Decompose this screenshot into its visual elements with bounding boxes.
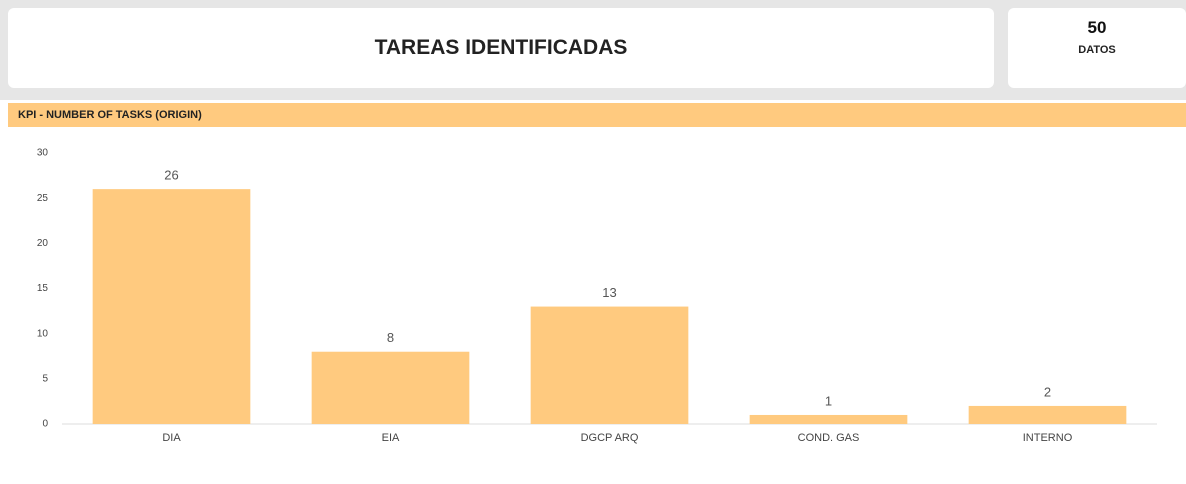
y-tick-label: 20 [37, 238, 49, 249]
x-tick-label: DIA [162, 432, 181, 444]
x-tick-label: DGCP ARQ [581, 432, 639, 444]
value-label: 8 [387, 330, 394, 345]
bar [968, 405, 1127, 424]
title-card: TAREAS IDENTIFICADAS [8, 8, 994, 88]
bar [311, 351, 470, 424]
value-label: 13 [602, 285, 616, 300]
chart: 0 5 10 15 20 25 30 DIA 26 EIA 8 DGCP ARQ 13 COND. GAS… [37, 148, 1157, 444]
y-tick-label: 25 [37, 193, 49, 204]
y-tick-label: 10 [37, 328, 49, 339]
chart-title: KPI - NUMBER OF TASKS (ORIGIN) [8, 103, 1186, 127]
value-label: 2 [1044, 384, 1051, 399]
kpi-card: 50 DATOS [1008, 8, 1186, 88]
x-tick-label: INTERNO [1023, 432, 1073, 444]
kpi-label: DATOS [1078, 44, 1116, 56]
kpi-value: 50 [1087, 18, 1107, 37]
bar [92, 189, 251, 424]
bar [749, 414, 908, 424]
bar [530, 306, 689, 424]
x-tick-label: EIA [382, 432, 400, 444]
value-label: 1 [825, 393, 832, 408]
y-tick-label: 15 [37, 283, 49, 294]
y-tick-label: 30 [37, 148, 49, 159]
x-tick-label: COND. GAS [798, 432, 860, 444]
y-tick-label: 0 [42, 419, 48, 430]
value-label: 26 [164, 168, 178, 183]
page-title: TAREAS IDENTIFICADAS [374, 36, 628, 59]
y-tick-label: 5 [42, 373, 48, 384]
